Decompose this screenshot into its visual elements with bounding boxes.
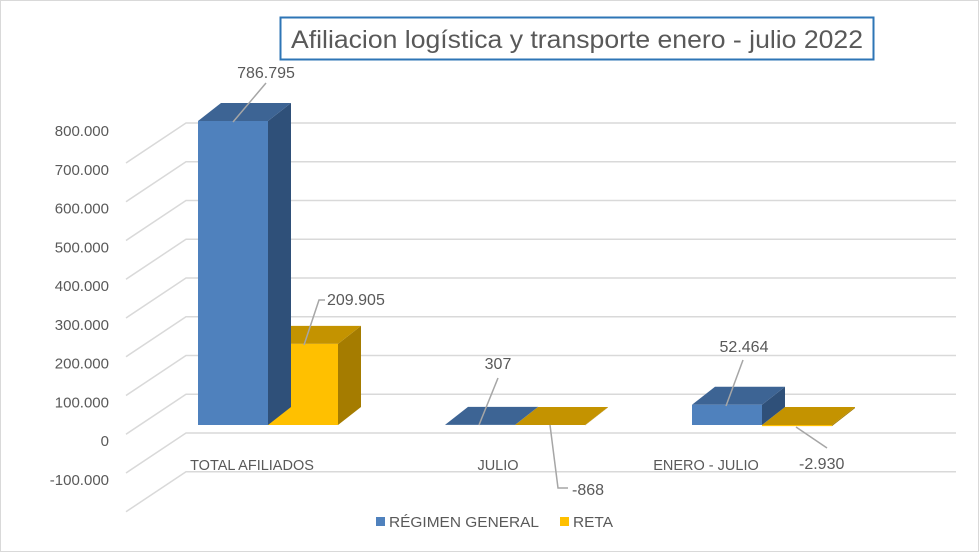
y-tick-label: 100.000	[55, 394, 109, 411]
y-tick-label: 200.000	[55, 356, 109, 373]
gridline	[125, 316, 956, 358]
x-category-label: TOTAL AFILIADOS	[190, 458, 314, 474]
y-tick-label: 0	[101, 433, 109, 450]
data-label: 307	[485, 356, 512, 373]
leader-line	[725, 359, 744, 407]
y-tick-label: 600.000	[55, 201, 109, 218]
bar-side	[268, 102, 291, 425]
leader-line	[232, 82, 267, 123]
y-tick-label: 500.000	[55, 239, 109, 256]
bar-reta	[515, 407, 608, 426]
legend-swatch-reta	[560, 517, 569, 526]
legend: RÉGIMEN GENERAL RETA	[376, 514, 613, 531]
data-label: 209.905	[327, 292, 385, 309]
gridline	[125, 432, 956, 474]
bar-top	[692, 386, 785, 405]
y-tick-label: 800.000	[55, 123, 109, 140]
leader-line	[549, 424, 568, 489]
y-axis-ticks: -100.000 0 100.000 200.000 300.000 400.000 500…	[50, 123, 109, 489]
bars	[198, 102, 855, 427]
legend-label-regimen-general: RÉGIMEN GENERAL	[389, 514, 539, 531]
gridline	[125, 471, 956, 513]
data-labels: 786.795 307 52.464 209.905 -868 -2.930	[237, 65, 844, 499]
leader-line	[303, 299, 325, 346]
bar-front	[762, 425, 832, 427]
chart-title: Afiliacion logística y transporte enero …	[291, 26, 863, 54]
gridline	[125, 161, 956, 203]
data-label: 52.464	[720, 339, 769, 356]
gridline	[125, 393, 956, 435]
bar-regimen-general	[445, 406, 538, 425]
bar-front	[692, 404, 762, 425]
leader-line	[478, 377, 499, 426]
legend-swatch-regimen-general	[376, 517, 385, 526]
bar-top	[445, 406, 538, 425]
x-category-label: JULIO	[477, 458, 518, 474]
bar-side	[762, 386, 785, 425]
y-tick-label: 400.000	[55, 278, 109, 295]
data-label: 786.795	[237, 65, 295, 82]
bar-top	[762, 407, 855, 425]
bar-side	[832, 407, 855, 427]
leader-line	[795, 426, 828, 449]
bar-top	[198, 102, 291, 121]
y-tick-label: -100.000	[50, 472, 109, 489]
bar-side	[515, 406, 538, 425]
bar-reta	[762, 407, 855, 427]
y-tick-label: 300.000	[55, 317, 109, 334]
bar-side	[338, 325, 361, 425]
gridline	[125, 354, 956, 397]
bar-regimen-general	[198, 102, 291, 425]
bar-side	[585, 407, 608, 426]
bar-top	[268, 325, 361, 344]
gridlines	[125, 122, 956, 513]
gridline	[125, 199, 956, 242]
data-label: -2.930	[799, 456, 844, 473]
leader-lines	[232, 82, 828, 489]
gridline	[125, 122, 956, 164]
bar-front	[198, 120, 268, 425]
legend-label-reta: RETA	[573, 515, 613, 531]
bar-regimen-general	[692, 386, 785, 425]
y-tick-label: 700.000	[55, 162, 109, 179]
x-category-label: ENERO - JULIO	[653, 458, 759, 474]
bar-top	[515, 407, 608, 425]
gridline	[125, 277, 956, 319]
gridline	[125, 238, 956, 280]
chart-title-box: Afiliacion logística y transporte enero …	[279, 16, 875, 61]
data-label: -868	[572, 482, 604, 499]
x-axis-categories: TOTAL AFILIADOS JULIO ENERO - JULIO	[190, 458, 759, 474]
